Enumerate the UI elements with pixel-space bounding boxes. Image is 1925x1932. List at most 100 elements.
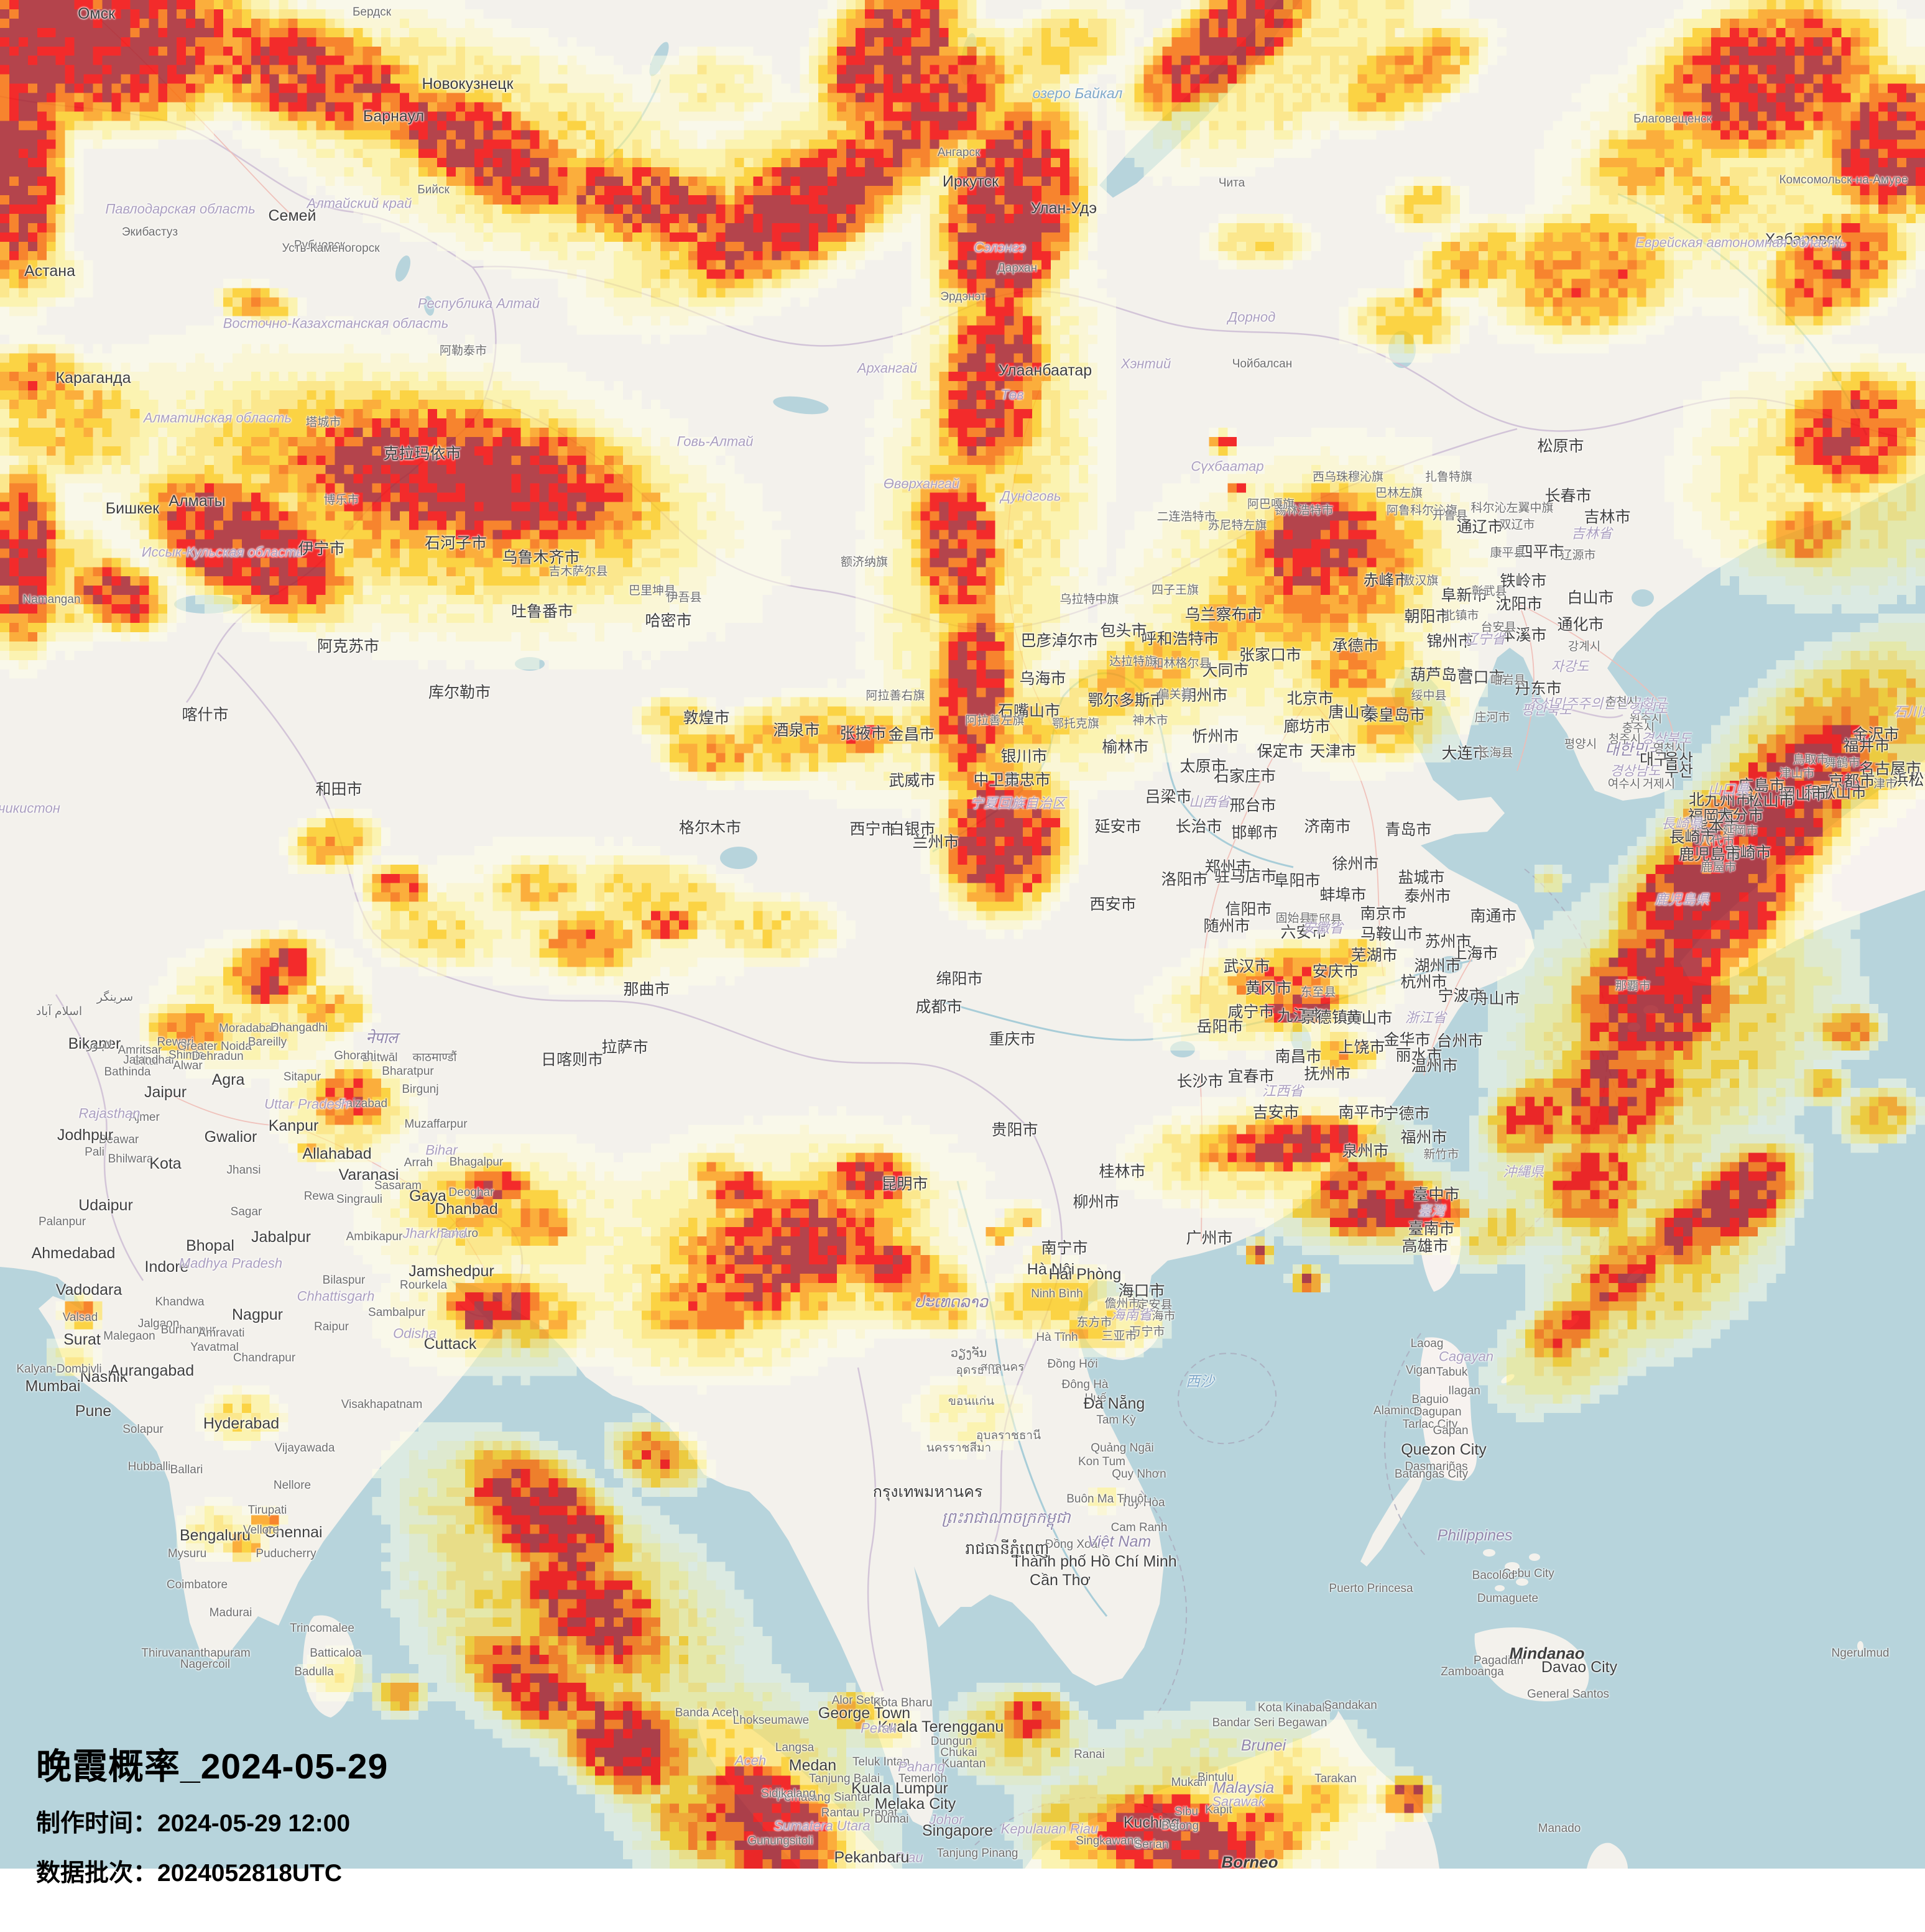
map-label: Thiruvananthapuram [141,1647,251,1660]
map-label: อุบลราชธานี [976,1429,1041,1443]
map-label: 영천시 [1653,742,1686,756]
map-label: 上饶市 [1338,1038,1385,1056]
map-label: Sitapur [283,1070,321,1084]
map-label: 抚州市 [1304,1065,1351,1083]
map-label: 安庆市 [1312,962,1359,980]
map-label: Temerloh [898,1772,948,1786]
map-label: 南宁市 [1041,1239,1088,1257]
map-label: Rewa [303,1190,335,1203]
map-label: Laoag [1410,1337,1444,1351]
map-label: Pagadian [1473,1654,1524,1668]
map-label: Batangas City [1394,1468,1469,1481]
map-label: 乌海市 [1019,669,1066,688]
map-label: อุดรธานี [956,1364,999,1378]
map-label: 延岡市 [1722,824,1758,838]
map-label: Sumatera Utara [773,1818,870,1834]
map-label: Благовещенск [1633,113,1712,126]
map-label: Pekanbaru [834,1848,910,1866]
map-label: 克拉玛依市 [383,444,461,462]
map-label: Mumbai [25,1377,81,1395]
map-label: 大分市 [1717,806,1764,824]
map-label: 宁波市 [1438,987,1485,1005]
map-label: 鹿屋市 [1701,861,1737,875]
map-label: Nashik [80,1368,128,1386]
map-label: 忻州市 [1192,727,1239,745]
map-label: Butwāl [362,1051,398,1065]
map-label: Дундговь [1000,488,1061,504]
map-label: Betong [1161,1819,1199,1833]
map-label: Philippines [1437,1526,1513,1544]
map-label: 辽宁省 [1464,631,1506,647]
map-label: Bhagalpur [449,1156,504,1169]
map-label: 绥中县 [1411,689,1447,703]
map-label: 吐鲁番市 [510,602,574,620]
map-label: 万宁市 [1129,1325,1165,1339]
map-label: 庄河市 [1474,711,1510,725]
map-label: Kanpur [268,1116,319,1134]
map-label: 桂林市 [1099,1162,1146,1180]
page-title: 晚霞概率_2024-05-29 [36,1747,389,1787]
map-label: Алтайский край [307,195,412,211]
map-label: Bhopal [186,1236,234,1254]
map-label: 津市 [1873,778,1898,791]
map-label: Muzaffarpur [404,1118,468,1131]
map-label: 熊本市 [1692,817,1740,835]
map-label: Сэлэнгэ [974,239,1026,255]
map-label: Sambalpur [368,1306,425,1320]
map-label: 武威市 [889,771,936,789]
map-label: 杭州市 [1400,973,1447,991]
map-label: 울산 [1664,750,1694,768]
map-label: Đông Hà [1061,1378,1109,1392]
map-label: 贵阳市 [991,1121,1038,1139]
map-label: Sarawak [1212,1793,1265,1810]
map-label: Kota [149,1154,182,1172]
map-label: 岫岩县 [1490,674,1526,688]
map-label: Jalgaon [137,1317,180,1331]
map-label: Đồng Xoài [1045,1538,1101,1552]
map-label: 乌兰察布市 [1184,605,1263,623]
map-label: Teluk Intan [852,1755,910,1769]
map-label: 泉州市 [1342,1142,1389,1160]
map-label: 邢台市 [1229,796,1276,814]
map-label: Banda Aceh [675,1706,739,1720]
map-label: Gwalior [204,1128,257,1146]
map-label: Zamboanga [1441,1665,1504,1679]
map-label: Mysuru [167,1547,207,1561]
map-label: Dumaguete [1477,1592,1539,1606]
map-label: 四平市 [1517,543,1564,561]
map-label: Batticaloa [310,1647,362,1660]
map-label: Иссык-Кульская область [141,544,304,560]
map-label: Tanjung Pinang [936,1847,1018,1861]
map-label: 거제시 [1642,778,1676,791]
map-label: Raipur [314,1320,349,1334]
map-label: Greater Noida [177,1040,252,1054]
map-label: Dhangadhi [270,1021,328,1035]
map-label: Dungun [930,1735,972,1749]
map-label: 臺南市 [1408,1220,1455,1238]
map-label: Bathinda [104,1065,151,1079]
map-label: Visakhapatnam [341,1398,423,1412]
map-label: Chandrapur [233,1351,296,1365]
map-label: 榆林市 [1102,738,1149,756]
map-annotation: 晚霞概率_2024-05-29 制作时间：2024-05-29 12:00 数据… [36,1738,388,1888]
map-label: 三亚市 [1101,1330,1137,1343]
map-label: 여수시 [1607,778,1641,791]
map-label: 芜湖市 [1350,946,1398,964]
map-label: 鳥取市 [1793,753,1829,767]
map-label: Дорнод [1227,309,1276,325]
map-label: озеро Байкал [1032,85,1123,101]
map-label: Чита [1218,177,1245,190]
map-label: Amravati [198,1327,245,1340]
map-label: 赤峰市 [1363,571,1410,589]
map-label: Chennai [264,1523,323,1541]
map-label: Bareilly [247,1036,287,1049]
map-label: Lhokseumawe [732,1714,810,1727]
map-label: 安徽省 [1301,920,1344,936]
map-label: Manado [1538,1822,1581,1836]
map-label: 六安市 [1280,923,1327,941]
map-label: 昆明市 [881,1175,928,1193]
map-label: Cebu City [1502,1567,1554,1581]
map-label: Buôn Ma Thuột [1066,1493,1147,1506]
map-label: Cần Thơ [1030,1571,1091,1589]
map-label: Ahmedabad [31,1244,116,1262]
